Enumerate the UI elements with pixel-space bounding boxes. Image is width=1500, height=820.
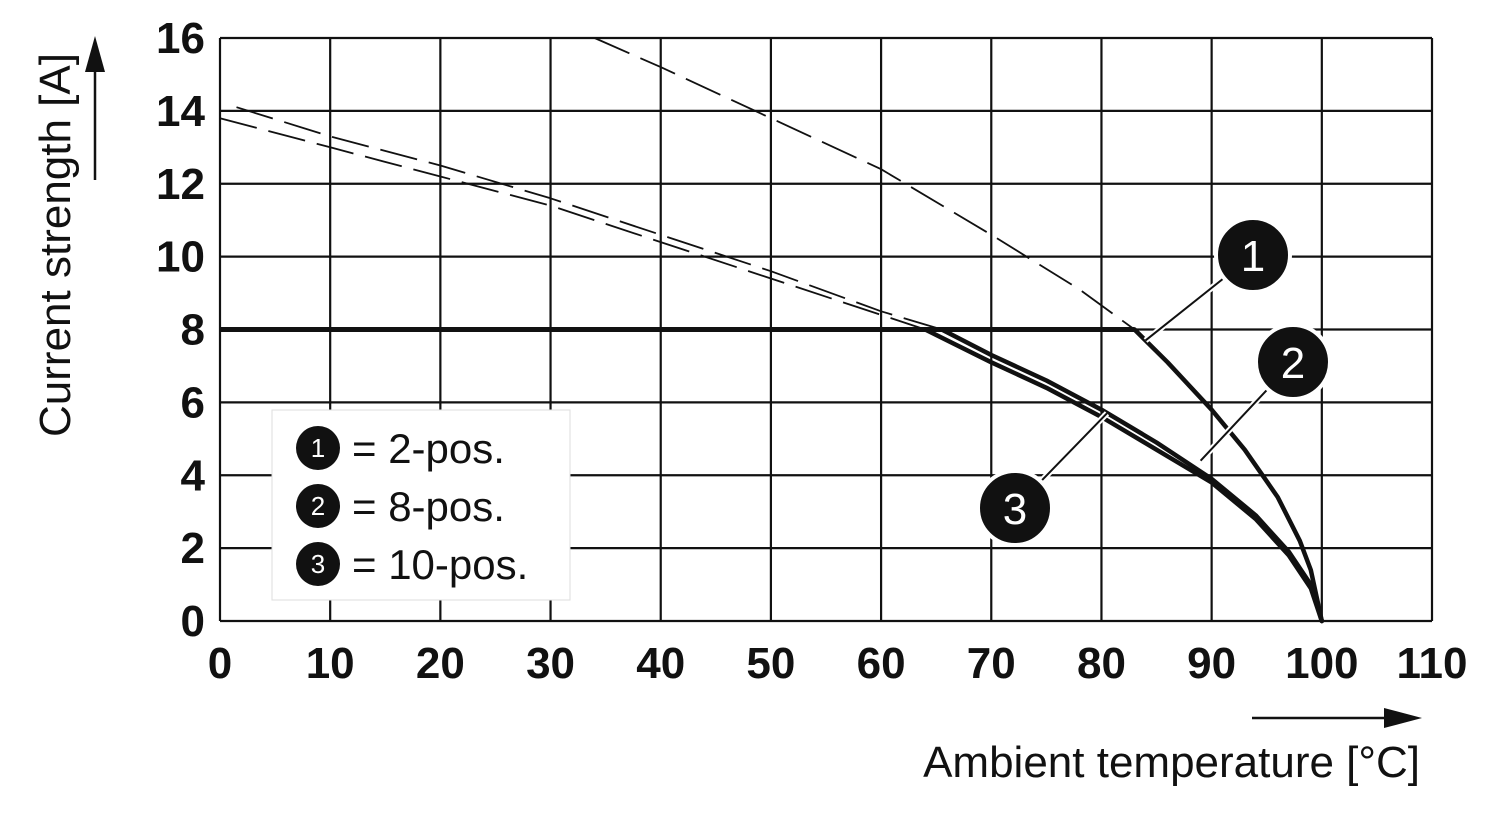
- derating-curve-3: [922, 327, 1325, 624]
- x-tick-label: 0: [208, 639, 232, 688]
- y-tick-label: 12: [156, 160, 205, 209]
- y-tick-label: 0: [181, 597, 205, 646]
- callout-badge: [1254, 323, 1332, 401]
- y-tick-label: 8: [181, 306, 205, 355]
- legend-marker-label: 2: [311, 491, 325, 521]
- legend-entry: = 8-pos.: [352, 483, 505, 530]
- x-tick-label: 20: [416, 639, 465, 688]
- y-tick-label: 4: [181, 451, 206, 500]
- legend-marker-label: 1: [311, 433, 325, 463]
- dashed-curve-1: [594, 37, 1136, 331]
- callout-leader: [1144, 277, 1225, 342]
- x-tick-label: 40: [636, 639, 685, 688]
- x-tick-label: 50: [746, 639, 795, 688]
- y-tick-label: 14: [156, 87, 205, 136]
- legend-marker: [296, 426, 340, 470]
- series-layer: [219, 37, 1325, 624]
- legend: 1 = 2-pos. 2 = 8-pos. 3 = 10-pos.: [271, 409, 571, 601]
- y-tick-label: 2: [181, 524, 205, 573]
- callout-badge: [976, 469, 1054, 547]
- x-tick-label: 90: [1187, 639, 1236, 688]
- x-tick-label: 110: [1397, 639, 1468, 688]
- legend-marker: [296, 484, 340, 528]
- callout-leader: [1040, 412, 1108, 483]
- callout-badge-label: 1: [1241, 232, 1265, 281]
- y-tick-label: 16: [156, 14, 205, 63]
- derating-curve-1: [1132, 327, 1325, 624]
- legend-entry: = 10-pos.: [352, 541, 528, 588]
- callout-badge-label: 2: [1281, 339, 1305, 388]
- x-tick-label: 80: [1077, 639, 1126, 688]
- axis-titles: Ambient temperature [°C] Current strengt…: [31, 36, 1422, 787]
- x-tick-label: 70: [967, 639, 1016, 688]
- legend-entry: = 2-pos.: [352, 425, 505, 472]
- x-axis-arrow-head: [1384, 708, 1422, 728]
- callout-leader: [1199, 388, 1269, 462]
- callout-badge: [1214, 216, 1292, 294]
- y-axis-title: Current strength [A]: [31, 53, 80, 437]
- x-tick-label: 60: [857, 639, 906, 688]
- callout-badge-label: 3: [1003, 485, 1027, 534]
- y-axis-arrow-head: [85, 36, 105, 72]
- legend-marker-label: 3: [311, 549, 325, 579]
- x-tick-label: 30: [526, 639, 575, 688]
- y-tick-label: 10: [156, 233, 205, 282]
- x-axis-title: Ambient temperature [°C]: [923, 738, 1420, 787]
- dashed-curve-2: [236, 106, 942, 331]
- dashed-curve-3: [219, 117, 926, 331]
- x-tick-label: 10: [306, 639, 355, 688]
- legend-marker: [296, 542, 340, 586]
- y-tick-label: 6: [181, 378, 205, 427]
- callouts: 1 2 3: [976, 216, 1332, 547]
- x-tick-label: 100: [1285, 639, 1358, 688]
